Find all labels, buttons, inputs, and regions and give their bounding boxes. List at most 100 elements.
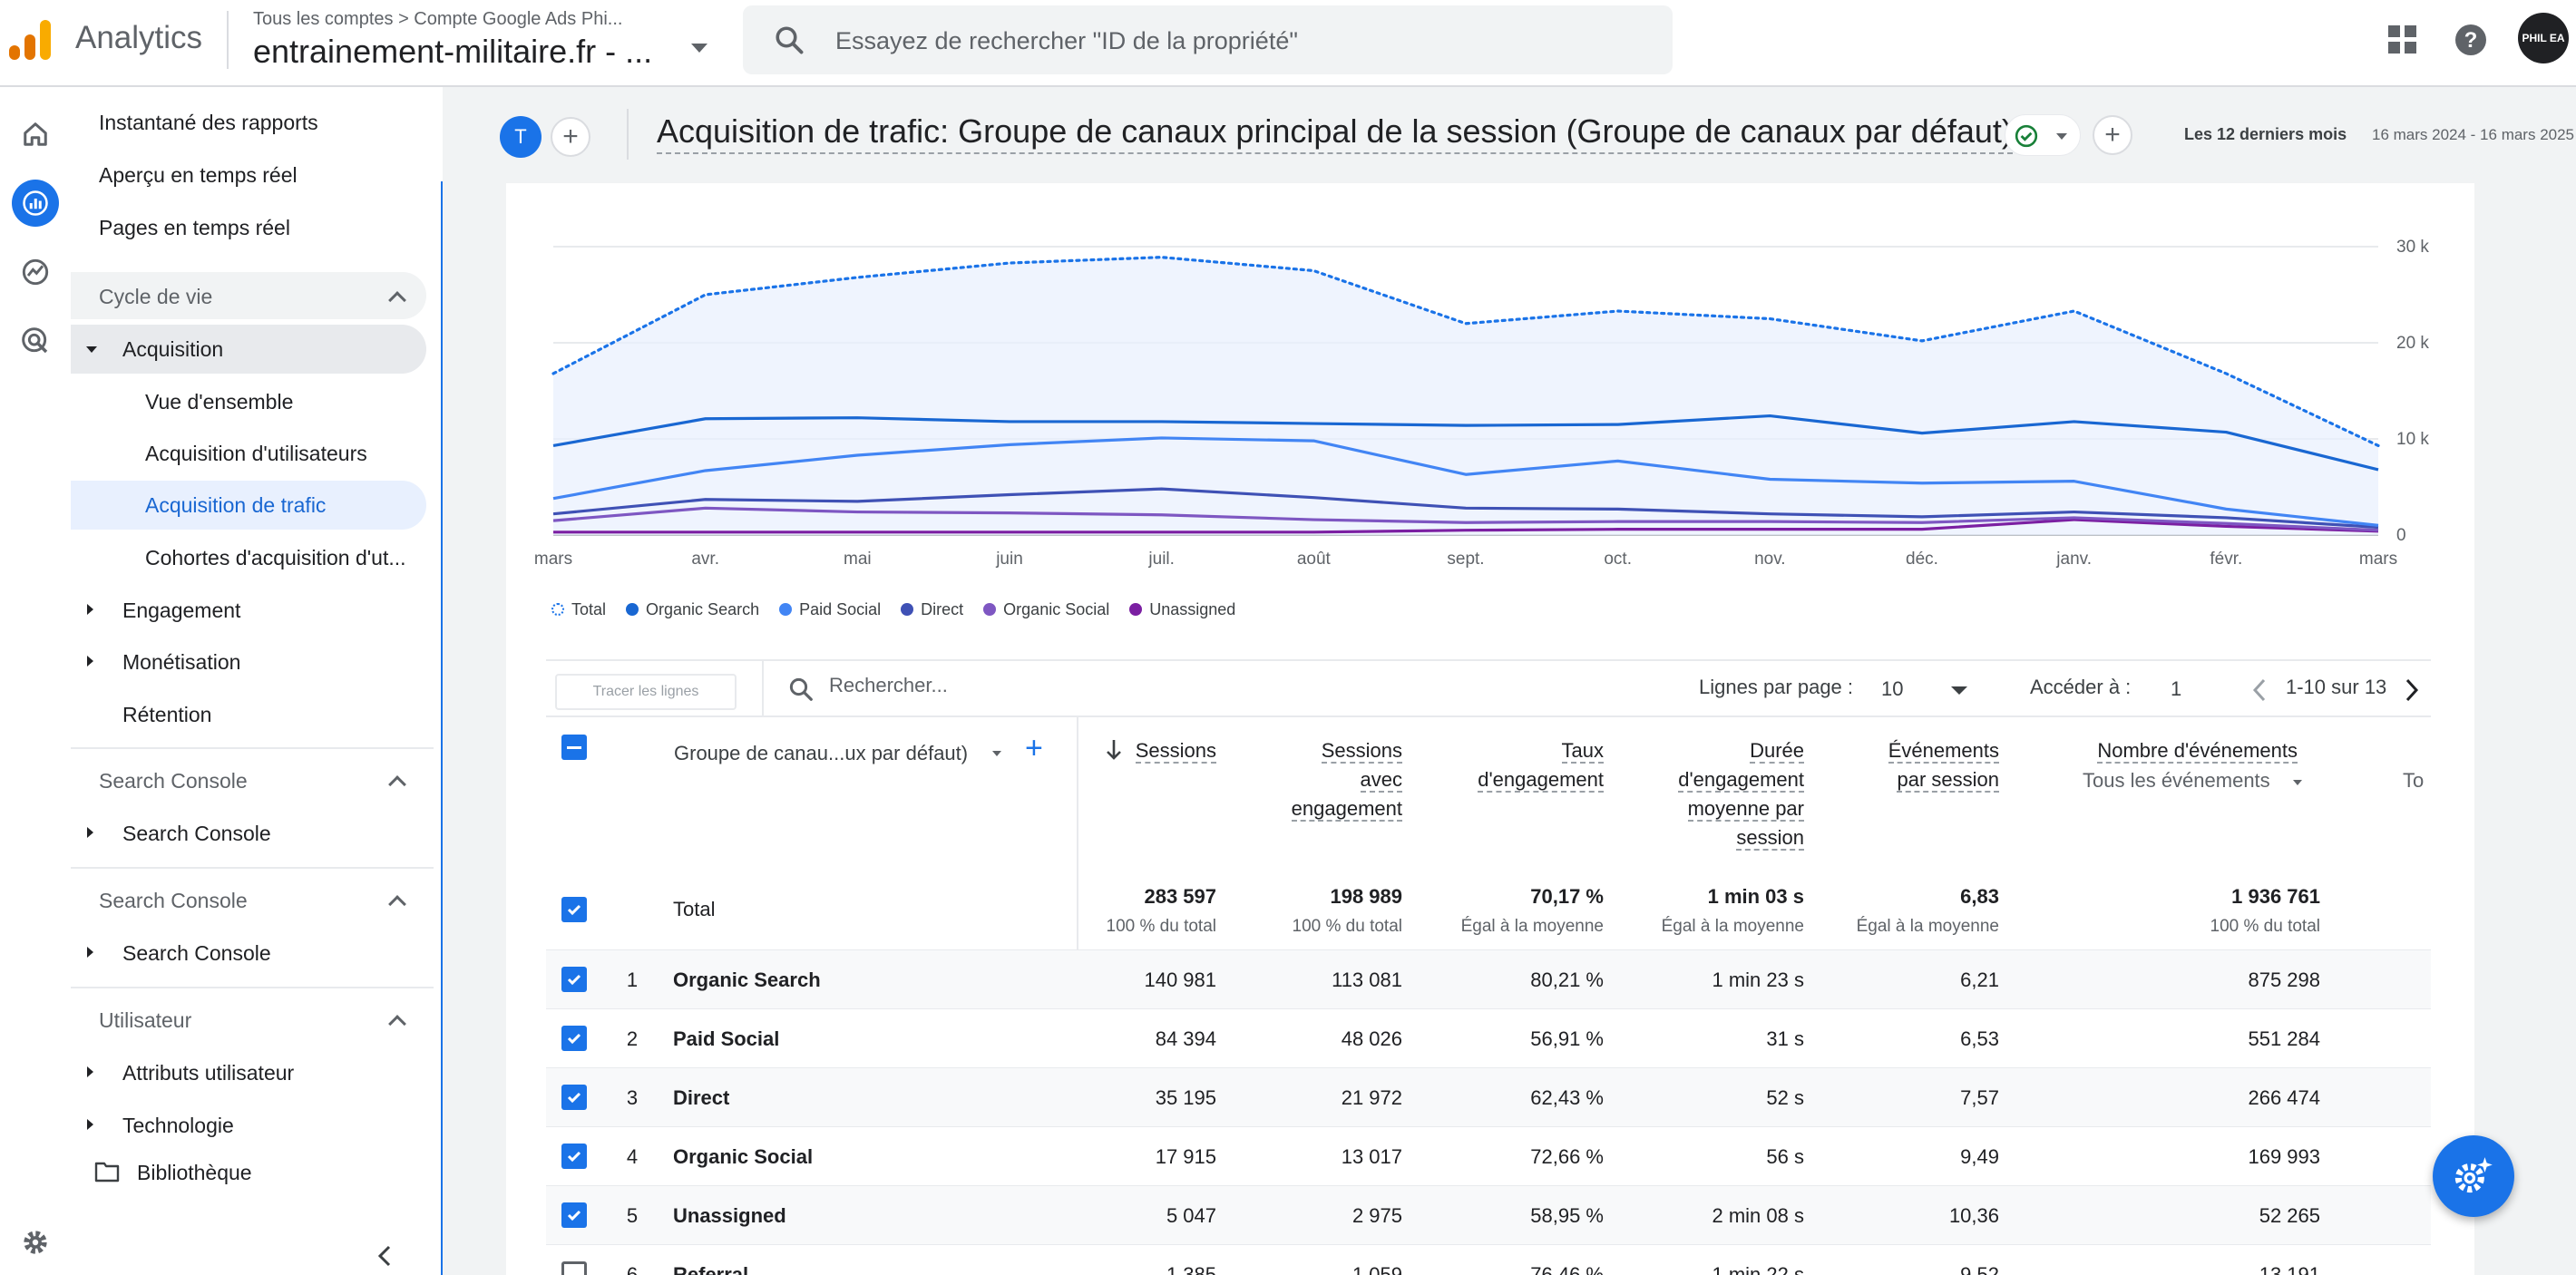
sidebar-item-library[interactable]: Bibliothèque xyxy=(137,1161,252,1184)
legend-item[interactable]: Direct xyxy=(901,600,963,619)
col-header-truncated[interactable]: To xyxy=(2403,769,2425,792)
section-lifecycle-header[interactable] xyxy=(71,272,426,319)
cell-eps: 6,21 xyxy=(1960,968,1999,991)
settings-gear-icon[interactable] xyxy=(12,1219,59,1266)
chevron-up-icon[interactable] xyxy=(388,1015,406,1033)
total-sub: 100 % du total xyxy=(1292,917,1402,936)
x-tick-label: août xyxy=(1297,550,1332,569)
sidebar-item-technology[interactable]: Technologie xyxy=(122,1114,234,1137)
sidebar-item-acq-overview[interactable]: Vue d'ensemble xyxy=(145,390,294,414)
row-checkbox[interactable] xyxy=(561,1261,587,1275)
col-header-sessions[interactable]: Sessions xyxy=(1088,736,1216,765)
reports-icon[interactable] xyxy=(12,180,59,227)
section-user[interactable]: Utilisateur xyxy=(99,1008,192,1032)
table-row[interactable] xyxy=(546,1245,2431,1275)
collapse-chevron-icon[interactable] xyxy=(376,1244,394,1268)
table-row[interactable] xyxy=(546,1009,2431,1067)
chevron-up-icon[interactable] xyxy=(388,895,406,913)
legend-item[interactable]: Organic Social xyxy=(983,600,1109,619)
total-checkbox[interactable] xyxy=(561,897,587,922)
cell-rate: 76,46 % xyxy=(1530,1263,1604,1275)
sidebar-item-monetization[interactable]: Monétisation xyxy=(122,650,241,674)
sidebar-item-user-acquisition[interactable]: Acquisition d'utilisateurs xyxy=(145,442,367,465)
add-filter-button[interactable]: + xyxy=(2093,115,2132,155)
next-page-icon[interactable] xyxy=(2404,677,2420,703)
table-row[interactable] xyxy=(546,1186,2431,1244)
sidebar-item-realtime-pages[interactable]: Pages en temps réel xyxy=(99,216,290,239)
sidebar-item-search-console[interactable]: Search Console xyxy=(122,941,271,965)
x-tick-label: oct. xyxy=(1604,550,1632,569)
table-row[interactable] xyxy=(546,950,2431,1008)
table-search-input[interactable]: Rechercher... xyxy=(829,674,948,696)
add-dimension-button[interactable]: + xyxy=(1025,731,1043,765)
legend-label: Direct xyxy=(921,599,964,618)
explore-icon[interactable] xyxy=(12,248,59,296)
sidebar-item-acquisition-cohorts[interactable]: Cohortes d'acquisition d'ut... xyxy=(145,546,406,569)
row-channel-name: Organic Social xyxy=(673,1145,814,1168)
legend-item[interactable]: Unassigned xyxy=(1129,600,1235,619)
row-checkbox[interactable] xyxy=(561,1026,587,1051)
chevron-down-icon[interactable] xyxy=(2293,780,2302,785)
col-header-label: Nombre d'événements xyxy=(2097,739,2298,764)
rows-per-page-select[interactable]: 10 xyxy=(1881,677,1904,700)
sidebar-item-traffic-acquisition[interactable] xyxy=(71,481,426,530)
sidebar-item-realtime-overview[interactable]: Aperçu en temps réel xyxy=(99,163,298,187)
chevron-down-icon[interactable] xyxy=(992,751,1001,756)
report-status-menu[interactable] xyxy=(2005,114,2081,156)
legend-item[interactable]: Paid Social xyxy=(779,600,881,619)
add-comparison-button[interactable]: + xyxy=(551,117,590,157)
cell-rate: 80,21 % xyxy=(1530,968,1604,991)
col-header-engaged-sessions[interactable]: Sessions avec engagement xyxy=(1252,736,1402,823)
help-icon[interactable]: ? xyxy=(2454,24,2487,56)
page-title[interactable]: Acquisition de trafic: Groupe de canaux … xyxy=(657,112,2013,154)
home-icon[interactable] xyxy=(12,111,59,158)
advertising-icon[interactable] xyxy=(12,317,59,365)
search-bar[interactable]: Essayez de rechercher "ID de la propriét… xyxy=(743,5,1673,74)
cell-sessions: 17 915 xyxy=(1155,1145,1216,1168)
date-range-dates[interactable]: 16 mars 2024 - 16 mars 2025 xyxy=(2372,126,2575,143)
sidebar-item-search-console[interactable]: Search Console xyxy=(122,822,271,845)
apps-grid-icon[interactable] xyxy=(2388,25,2417,54)
section-search-console-1[interactable]: Search Console xyxy=(99,769,248,793)
legend-item[interactable]: Total xyxy=(551,600,606,619)
row-checkbox[interactable] xyxy=(561,967,587,992)
col-header-engagement-rate[interactable]: Taux d'engagement xyxy=(1433,736,1604,794)
table-row[interactable] xyxy=(546,1127,2431,1185)
sidebar-item-user-attributes[interactable]: Attributs utilisateur xyxy=(122,1061,295,1085)
sidebar: Instantané des rapports Aperçu en temps … xyxy=(71,87,443,1275)
col-header-event-count[interactable]: Nombre d'événements xyxy=(2032,736,2298,765)
account-breadcrumb[interactable]: Tous les comptes > Compte Google Ads Phi… xyxy=(253,9,623,29)
avatar[interactable]: PHIL EA xyxy=(2518,13,2569,63)
legend-item[interactable]: Organic Search xyxy=(626,600,759,619)
insights-button[interactable] xyxy=(2433,1135,2514,1217)
cell-events: 266 474 xyxy=(2248,1086,2320,1109)
select-all-checkbox[interactable] xyxy=(561,735,587,760)
sidebar-item-retention[interactable]: Rétention xyxy=(122,703,212,726)
date-range-label[interactable]: Les 12 derniers mois xyxy=(2184,125,2347,143)
prev-page-icon[interactable] xyxy=(2251,677,2268,703)
property-dropdown-icon[interactable] xyxy=(691,44,707,53)
col-header-events-per-session[interactable]: Événements par session xyxy=(1832,736,1999,794)
sidebar-item-engagement[interactable]: Engagement xyxy=(122,599,241,622)
sidebar-item-reports-snapshot[interactable]: Instantané des rapports xyxy=(99,111,318,134)
section-search-console-2[interactable]: Search Console xyxy=(99,889,248,912)
dimension-selector[interactable]: Groupe de canau...ux par défaut) xyxy=(674,742,969,764)
table-row[interactable] xyxy=(546,1068,2431,1126)
event-filter-select[interactable]: Tous les événements xyxy=(2083,769,2270,792)
comparison-chip[interactable]: T xyxy=(500,116,542,158)
property-selector[interactable]: entrainement-militaire.fr - ... xyxy=(253,33,653,70)
chevron-up-icon[interactable] xyxy=(388,775,406,793)
nav-rail xyxy=(0,87,71,1275)
col-header-label: Sessions xyxy=(1321,739,1402,764)
goto-page-input[interactable]: 1 xyxy=(2171,677,2182,700)
row-checkbox[interactable] xyxy=(561,1085,587,1110)
plot-rows-button[interactable]: Tracer les lignes xyxy=(555,674,737,710)
chevron-down-icon[interactable] xyxy=(1951,686,1967,695)
col-header-engagement-duration[interactable]: Durée d'engagement moyenne par session xyxy=(1633,736,1804,852)
sort-arrow-down-icon[interactable] xyxy=(1105,738,1123,762)
row-checkbox[interactable] xyxy=(561,1202,587,1228)
row-checkbox[interactable] xyxy=(561,1144,587,1169)
sidebar-item-acquisition[interactable] xyxy=(71,325,426,374)
analytics-logo-icon[interactable] xyxy=(9,20,51,62)
sidebar-item-label: Acquisition xyxy=(122,337,224,361)
